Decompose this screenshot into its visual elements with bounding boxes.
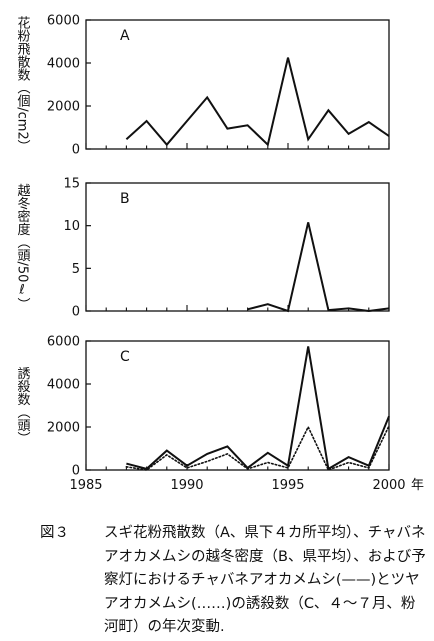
panel-b-ylabel: 越冬密度（頭/50ℓ） bbox=[15, 184, 31, 311]
caption-line-2: アオカメムシの越冬密度（B、県平均）、および予 bbox=[104, 548, 426, 565]
panel-b-ytick-label: 0 bbox=[72, 305, 80, 320]
panel-c-ytick-label: 6000 bbox=[47, 335, 80, 350]
panel-b-label: B bbox=[120, 191, 130, 207]
panel-a-ytick-label: 4000 bbox=[47, 57, 80, 72]
caption-line-5: 河町）の年次変動. bbox=[104, 619, 225, 635]
panel-c-series-dotted bbox=[125, 425, 390, 472]
panel-a-frame bbox=[85, 19, 390, 150]
panel-c-frame bbox=[85, 340, 390, 471]
figure-caption: 図３ スギ花粉飛散数（A、県下４カ所平均）、チャバネ アオカメムシの越冬密度（B… bbox=[40, 522, 426, 640]
panel-c-ytick-label: 0 bbox=[72, 464, 80, 479]
figure-charts: 0 2000 4000 6000 A 花粉飛散数（個/cm2） 0 5 10 15 B 越冬密度（頭/… bbox=[15, 14, 425, 494]
panel-c-ylabel: 誘殺数（頭） bbox=[15, 367, 31, 445]
x-tick-label: 2000 bbox=[372, 478, 405, 493]
caption-line-1: スギ花粉飛散数（A、県下４カ所平均）、チャバネ bbox=[104, 525, 426, 541]
panel-a-series-solid bbox=[125, 57, 390, 147]
x-tick-label: 1990 bbox=[170, 478, 203, 493]
panel-c-series-solid bbox=[126, 346, 390, 471]
caption-line-3: 察灯におけるチャバネアオカメムシ(——)とツヤ bbox=[104, 572, 420, 588]
panel-c-ytick-label: 4000 bbox=[47, 378, 80, 393]
panel-b-ytick-label: 15 bbox=[63, 177, 80, 192]
panel-b-series-solid bbox=[247, 222, 390, 313]
x-tick-label: 1995 bbox=[271, 478, 304, 493]
x-tick-label: 1985 bbox=[69, 478, 102, 493]
panel-b-ytick-label: 10 bbox=[63, 219, 80, 234]
caption-line-4: アオカメムシ(……)の誘殺数（C、４〜７月、粉 bbox=[104, 595, 416, 612]
panel-c-ytick-label: 2000 bbox=[47, 421, 80, 436]
panel-c-label: C bbox=[120, 349, 130, 365]
panel-a-ytick-label: 6000 bbox=[47, 14, 80, 29]
panel-a-ylabel: 花粉飛散数（個/cm2） bbox=[15, 16, 31, 153]
panel-a-ytick-label: 2000 bbox=[47, 100, 80, 115]
panel-b-frame bbox=[85, 182, 390, 312]
figure-number: 図３ bbox=[40, 525, 69, 541]
panel-a-ytick-label: 0 bbox=[72, 143, 80, 158]
panel-b-ytick-label: 5 bbox=[72, 262, 80, 277]
x-axis-unit: 年 bbox=[411, 478, 424, 493]
panel-a-label: A bbox=[120, 28, 130, 44]
